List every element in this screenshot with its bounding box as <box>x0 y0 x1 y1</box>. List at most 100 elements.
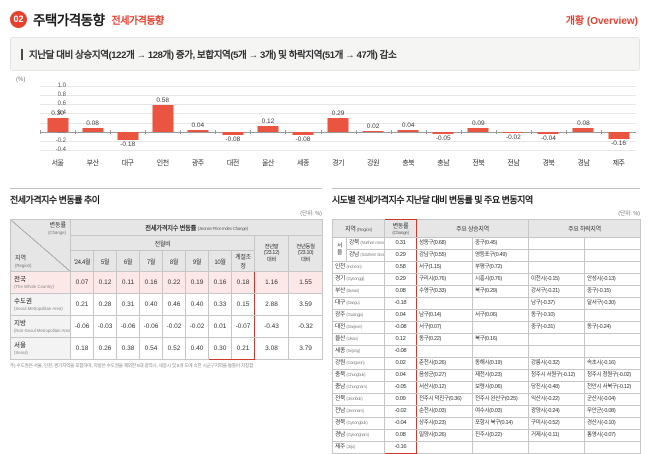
up-region-cell: 시흥시(0.76) <box>472 273 529 286</box>
right-table-row-강원: 강원 (Gangwon) 0.02 춘천시(0.26) 동해시(0.19) 강릉시(-0… <box>332 357 641 370</box>
region-cell: 충남 (Chungnam) <box>332 381 385 394</box>
x-category-label: 울산 <box>261 160 274 167</box>
up-regions-header: 주요 상승지역 <box>416 219 529 238</box>
value-cell: 1.55 <box>287 271 324 294</box>
x-category-label: 강원 <box>367 160 380 167</box>
value-cell: 0.18 <box>70 337 94 360</box>
up-region-cell: 포항시 북구(0.14) <box>472 417 529 430</box>
down-region-cell: 무안군(-0.08) <box>584 405 641 418</box>
down-region-cell: 동구(-0.24) <box>584 321 641 334</box>
chart-category-column: -0.08 <box>285 86 320 150</box>
chart-bar-인천 <box>152 105 174 132</box>
region-column-header: 지역 (Region) <box>332 219 385 238</box>
change-value-cell: 0.04 <box>384 369 417 382</box>
summary-text: 지난달 대비 상승지역(122개 → 128개) 증가, 보합지역(5개 → 3… <box>29 50 397 61</box>
axis-tick <box>320 129 322 134</box>
axis-tick <box>565 129 567 134</box>
chart-bar-충남 <box>432 131 454 134</box>
bar-value-label: 0.29 <box>331 110 345 118</box>
region-name-en: (Jeonnam) <box>346 408 364 414</box>
bar-value-label: 0.30 <box>51 110 64 117</box>
chart-bar-강원 <box>362 130 384 132</box>
up-region-cell <box>472 297 529 310</box>
chart-bar-광주 <box>187 129 209 132</box>
chart-bar-경북 <box>537 131 559 134</box>
axis-tick <box>355 129 357 134</box>
region-name: 전남 <box>335 408 347 415</box>
x-category-label: 전북 <box>472 160 485 167</box>
down-region-cell: 익산시(-0.22) <box>528 393 585 406</box>
region-name-en: (Busan) <box>346 288 359 294</box>
bar-value-label: 0.04 <box>401 121 415 129</box>
chart-bar-부산 <box>82 128 104 132</box>
value-cell: 0.16 <box>139 271 163 294</box>
up-region-cell: 부평구(0.72) <box>472 261 529 274</box>
right-table-row-경기: 경기 (Gyeonggi) 0.29 구리시(0.76) 시흥시(0.76) 이천시(-… <box>332 273 641 286</box>
up-region-cell: 보령시(0.06) <box>472 381 529 394</box>
change-value-cell: -0.05 <box>384 381 417 394</box>
change-value-cell: 0.29 <box>384 273 417 286</box>
down-region-cell: 군산시(-0.04) <box>584 393 641 406</box>
change-value-cell: 0.02 <box>384 357 417 370</box>
extra-col-header-1: 전년동월 ('23.10) 대비 <box>287 235 324 272</box>
left-table-row-서울: 서울 (Seoul) 0.18 0.26 0.38 0.54 0.52 0.40 0.30 0.2… <box>10 337 324 360</box>
region-cell: 대전 (Daejeon) <box>332 321 385 334</box>
chart-x-axis-labels: 서울 부산 대구 인천 광주 대전 울산 세종 경기 강원 충북 충남 전북 전남 경북 경남 제주 <box>40 158 636 168</box>
chart-bar-전남 <box>502 131 524 133</box>
region-name-en: (Seoul) <box>14 349 28 355</box>
bar-value-label: -0.16 <box>611 140 626 148</box>
change-value-cell: 0.04 <box>384 309 417 322</box>
change-value-cell: 0.31 <box>384 237 417 250</box>
region-name: 인천 <box>335 264 347 271</box>
bar-value-label: 0.12 <box>261 118 275 126</box>
up-region-cell: 밀양시(0.26) <box>416 429 473 442</box>
chart-category-column: -0.04 <box>530 86 566 150</box>
page-header: 02 주택가격동향 전세가격동향 개황 (Overview) <box>0 0 650 29</box>
up-region-cell: 춘천시(0.26) <box>416 357 473 370</box>
up-region-cell: 서산시(0.12) <box>416 381 473 394</box>
region-name-en: (Chungbuk) <box>346 372 366 378</box>
axis-tick <box>425 129 427 134</box>
value-cell: -0.02 <box>185 315 209 338</box>
right-table-row-세종: 세종 (Sejong) -0.08 <box>332 345 641 358</box>
region-name-en: (Jeonbuk) <box>346 396 363 402</box>
change-value-cell: 0.09 <box>384 393 417 406</box>
value-cell: -0.03 <box>93 315 117 338</box>
down-region-cell: 안성시(-0.13) <box>584 273 641 286</box>
change-value-cell: -0.08 <box>384 345 417 358</box>
corner-change-label: 변동률 (Change) <box>48 223 66 236</box>
y-tick-label: 0.4 <box>57 110 66 117</box>
chart-plot-area: 1.00.80.60.40.20.0-0.2-0.40.300.08-0.180… <box>40 83 636 153</box>
y-tick-label: 0.6 <box>57 101 66 108</box>
value-cell: 0.19 <box>185 271 209 294</box>
down-region-cell: 강서구(-0.21) <box>528 285 585 298</box>
bar-value-label: 0.08 <box>86 120 99 128</box>
value-cell: 0.31 <box>116 293 140 316</box>
chart-category-column: 0.30 <box>40 86 75 150</box>
left-table-row-전국: 전국 (The Whole Country) 0.07 0.12 0.11 0.16 0.2… <box>10 271 324 294</box>
y-axis-unit-label: (%) <box>16 77 26 83</box>
corner-region-label: 지역 (Region) <box>15 255 32 268</box>
x-category-label: 경남 <box>577 160 590 167</box>
bar-value-label: 0.04 <box>191 121 205 129</box>
value-cell: 0.40 <box>185 337 209 360</box>
chart-bar-대전 <box>222 131 244 136</box>
value-cell: 0.16 <box>208 271 232 294</box>
change-value-cell: -0.18 <box>384 297 417 310</box>
down-region-cell: 강릉시(-0.32) <box>528 357 585 370</box>
region-name: 강원 <box>335 360 347 367</box>
up-region-cell <box>472 321 529 334</box>
overview-label: 개황 (Overview) <box>565 15 638 27</box>
region-name: 전북 <box>335 396 347 403</box>
left-table-header-row-1: 변동률 (Change) 지역 (Region) 전세가격지수 변동률 (Jeonse … <box>10 219 324 272</box>
bar-value-label: -0.08 <box>225 136 241 144</box>
right-table-row-경남: 경남 (Gyeongnam) 0.08 밀양시(0.26) 진주시(0.22) 거제시(… <box>332 429 641 442</box>
region-name: 충북 <box>335 372 347 379</box>
region-name: 제주 <box>335 444 347 451</box>
right-table-row-충북: 충북 (Chungbuk) 0.04 음성군(0.27) 제천시(0.23) 청주시 서… <box>332 369 641 382</box>
region-name-en: (Daegu) <box>346 300 360 306</box>
table-corner-cell: 변동률 (Change) 지역 (Region) <box>10 219 71 272</box>
chart-category-column: 0.29 <box>320 86 356 150</box>
up-region-cell: 성동구(0.68) <box>416 237 473 250</box>
down-region-cell: 광양시(-0.24) <box>528 405 585 418</box>
